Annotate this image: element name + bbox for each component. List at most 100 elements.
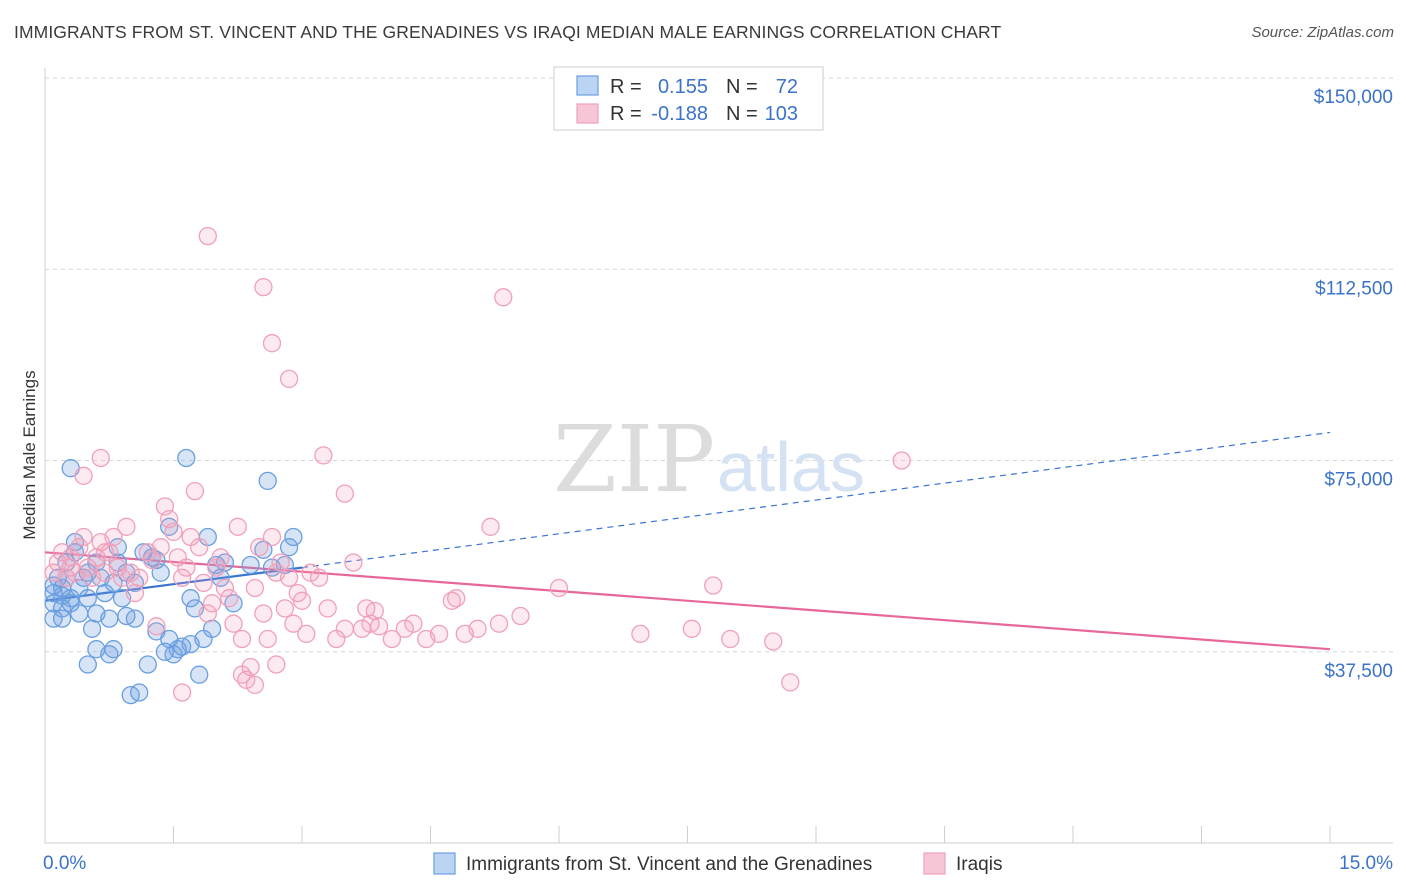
point-blue-19: [78, 655, 97, 674]
point-pink-71: [245, 675, 265, 695]
series-legend: Immigrants from St. Vincent and the Gren…: [433, 852, 1002, 875]
point-blue-68: [279, 538, 299, 557]
x-tick-label-right: 15.0%: [1339, 853, 1393, 874]
trend-lines: [44, 431, 1331, 651]
point-blue-69: [284, 527, 303, 547]
legend-r-value-pink: -0.188: [651, 103, 708, 125]
point-pink-58: [279, 568, 299, 587]
legend-n-value-blue: 72: [776, 76, 798, 98]
series-legend-label-pink: Iraqis: [956, 854, 1002, 875]
point-pink-51: [250, 538, 269, 557]
legend-box: [553, 66, 824, 131]
watermark-atlas: atlas: [717, 428, 865, 506]
point-pink-50: [245, 578, 265, 598]
point-blue-41: [138, 655, 157, 674]
point-pink-36: [185, 481, 205, 501]
point-pink-45: [224, 614, 243, 633]
point-pink-72: [254, 277, 273, 297]
point-pink-27: [147, 617, 166, 636]
y-tick-label-3: $37,500: [1324, 661, 1393, 682]
point-pink-100: [721, 629, 740, 649]
point-blue-53: [181, 589, 200, 608]
point-pink-33: [172, 568, 192, 587]
point-pink-68: [172, 683, 192, 702]
series-1-points: [44, 226, 911, 702]
point-pink-44: [220, 589, 239, 608]
point-pink-59: [284, 614, 303, 633]
point-pink-6: [70, 538, 89, 557]
point-blue-65: [258, 471, 277, 491]
point-pink-18: [91, 448, 110, 468]
point-pink-47: [232, 629, 252, 649]
point-pink-95: [511, 606, 530, 626]
watermark: ZIP atlas: [553, 406, 865, 513]
point-pink-82: [369, 617, 389, 636]
point-pink-103: [892, 451, 911, 470]
y-tick-label-2: $75,000: [1324, 470, 1393, 491]
point-pink-63: [301, 563, 320, 582]
point-pink-2: [52, 543, 72, 562]
point-pink-94: [494, 288, 513, 307]
point-pink-26: [142, 550, 162, 570]
point-pink-14: [104, 527, 123, 547]
point-pink-40: [202, 594, 222, 613]
point-pink-99: [704, 576, 723, 595]
point-pink-81: [365, 601, 384, 621]
point-pink-53: [258, 629, 277, 649]
y-axis-label: Median Male Earnings: [20, 370, 39, 539]
point-pink-62: [297, 624, 316, 644]
point-pink-69: [198, 226, 217, 246]
axes-layer: [44, 68, 1393, 844]
point-pink-7: [74, 527, 93, 547]
x-tick-label-left: 0.0%: [43, 853, 86, 874]
point-pink-85: [404, 614, 423, 633]
point-blue-5: [52, 609, 72, 628]
trend-line-pink: [44, 551, 1331, 651]
point-pink-22: [121, 563, 140, 582]
point-pink-28: [151, 538, 170, 557]
point-pink-16: [61, 558, 80, 577]
point-blue-29: [104, 640, 123, 659]
point-pink-42: [211, 548, 230, 567]
legend-r-label-pink: R =: [610, 103, 642, 125]
point-pink-56: [271, 553, 290, 572]
point-blue-55: [190, 665, 209, 684]
point-pink-73: [262, 334, 282, 353]
point-blue-20: [78, 589, 97, 608]
point-pink-24: [130, 568, 149, 587]
point-pink-92: [481, 517, 500, 536]
legend-swatch-pink: [576, 103, 599, 124]
point-pink-23: [125, 583, 145, 603]
point-pink-104: [267, 655, 286, 674]
point-pink-3: [57, 568, 76, 587]
point-pink-64: [309, 568, 329, 587]
point-blue-16: [70, 604, 89, 623]
point-pink-83: [382, 629, 402, 649]
point-pink-39: [198, 604, 217, 623]
point-pink-65: [318, 599, 337, 618]
legend-r-label-blue: R =: [610, 76, 642, 98]
point-pink-67: [335, 619, 354, 638]
point-pink-57: [275, 599, 295, 618]
point-blue-37: [125, 609, 145, 628]
point-pink-102: [781, 673, 800, 692]
legend-n-label-pink: N =: [726, 103, 758, 125]
watermark-zip: ZIP: [553, 406, 715, 513]
point-pink-19: [95, 543, 115, 562]
y-tick-label-1: $112,500: [1315, 278, 1393, 299]
point-blue-22: [82, 619, 102, 638]
data-points: [44, 226, 911, 705]
point-pink-76: [335, 484, 354, 503]
point-pink-74: [279, 369, 299, 389]
trend-line-blue-solid: [44, 566, 303, 602]
legend-n-value-pink: 103: [765, 103, 798, 125]
trend-line-blue-dashed: [301, 431, 1331, 569]
chart-source: Source: ZipAtlas.com: [1251, 24, 1394, 41]
point-pink-96: [549, 578, 569, 598]
series-legend-label-blue: Immigrants from St. Vincent and the Gren…: [466, 854, 872, 875]
point-pink-77: [344, 553, 363, 572]
legend-n-label-blue: N =: [726, 76, 758, 98]
chart-title: IMMIGRANTS FROM ST. VINCENT AND THE GREN…: [14, 22, 1002, 42]
point-blue-63: [241, 555, 260, 575]
